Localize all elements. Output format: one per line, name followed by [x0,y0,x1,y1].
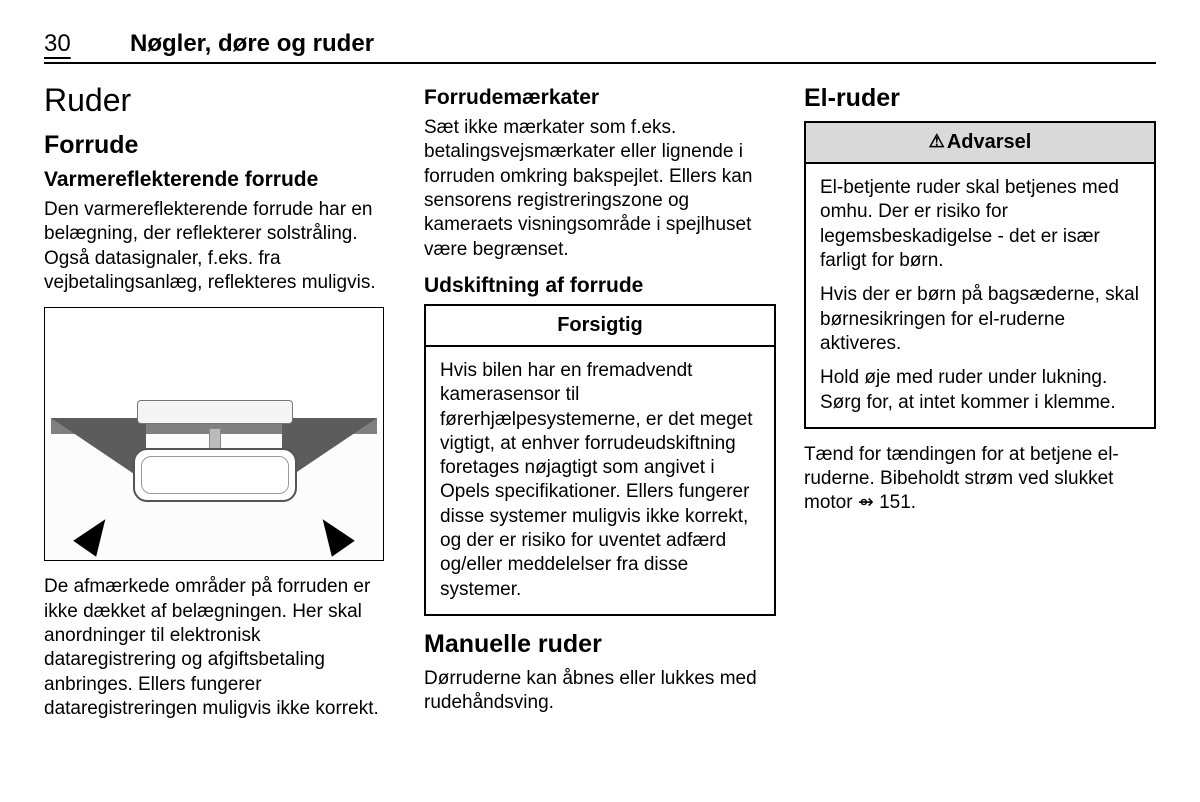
warning-text-2: Hvis der er børn på bagsæderne, skal bør… [820,283,1140,356]
figure-rearview-mirror [133,448,297,502]
figure-overhead-console [137,400,293,424]
warning-body: El-betjente ruder skal betjenes med omhu… [806,164,1154,427]
paragraph-text: Tænd for tændingen for at betjene el-rud… [804,444,1119,514]
manual-page: 30 Nøgler, døre og ruder Ruder Forrude V… [0,0,1200,802]
figure-mirror-stem [209,428,221,450]
section-heading-ruder: Ruder [44,82,396,119]
warning-text-1: El-betjente ruder skal betjenes med omhu… [820,176,1140,273]
caution-title: Forsigtig [426,306,774,347]
page-number: 30 [44,30,130,58]
caution-box: Forsigtig Hvis bilen har en fremadvendt … [424,304,776,616]
content-columns: Ruder Forrude Varmereflekterende forrude… [44,82,1156,733]
subsubsection-heading-varmereflekterende: Varmereflekterende forrude [44,168,396,192]
column-3: El-ruder ⚠Advarsel El-betjente ruder ska… [804,82,1156,733]
header-title: Nøgler, døre og ruder [130,30,374,58]
figure-arrow-left [73,511,117,557]
caution-body: Hvis bilen har en fremadvendt kamerasens… [426,347,774,614]
subsubsection-heading-udskiftning: Udskiftning af forrude [424,274,776,298]
warning-title: ⚠Advarsel [806,123,1154,164]
figure-arrow-right [311,511,355,557]
warning-box: ⚠Advarsel El-betjente ruder skal betjene… [804,121,1156,429]
subsection-heading-el-ruder: El-ruder [804,84,1156,113]
paragraph: De afmærkede områder på forruden er ikke… [44,575,396,721]
warning-icon: ⚠ [929,131,945,152]
reference-arrow-icon: ⇴ [858,492,879,513]
column-2: Forrudemærkater Sæt ikke mærkater som f.… [424,82,776,733]
figure-zone-left [51,418,146,482]
windshield-mirror-figure [44,307,384,561]
paragraph: Den varmereflekterende forrude har en be… [44,198,396,295]
caution-text: Hvis bilen har en fremadvendt kamerasens… [440,359,760,602]
subsection-heading-manuelle-ruder: Manuelle ruder [424,630,776,659]
subsection-heading-forrude: Forrude [44,131,396,160]
paragraph: Sæt ikke mærkater som f.eks. betalingsve… [424,116,776,262]
warning-title-text: Advarsel [947,131,1032,153]
subsubsection-heading-forrudemaerkater: Forrudemærkater [424,86,776,110]
warning-text-3: Hold øje med ruder under lukning. Sørg f… [820,366,1140,415]
page-header: 30 Nøgler, døre og ruder [44,30,1156,64]
paragraph: Dørruderne kan åbnes eller lukkes med ru… [424,667,776,716]
paragraph: Tænd for tændingen for at betjene el-rud… [804,443,1156,516]
page-reference: 151. [879,492,916,513]
column-1: Ruder Forrude Varmereflekterende forrude… [44,82,396,733]
